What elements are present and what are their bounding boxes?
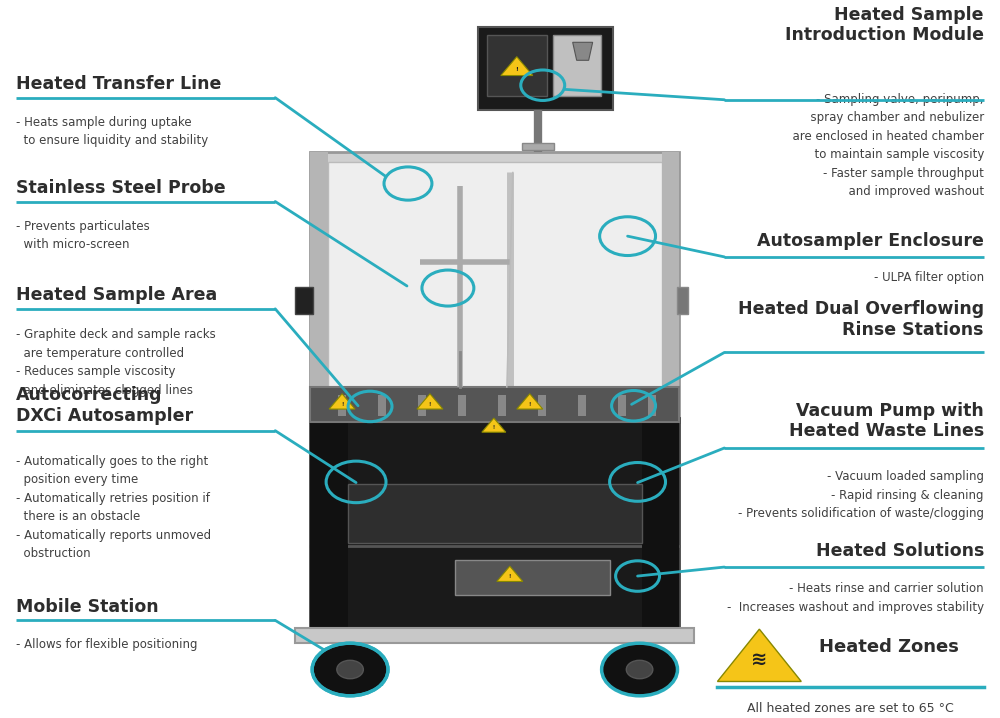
Text: - Sampling valve, peripump,
  spray chamber and nebulizer
  are enclosed in heat: - Sampling valve, peripump, spray chambe… — [785, 93, 984, 198]
Text: - ULPA filter option: - ULPA filter option — [874, 271, 984, 284]
Text: !: ! — [509, 574, 511, 579]
Text: Heated Dual Overflowing
Rinse Stations: Heated Dual Overflowing Rinse Stations — [738, 300, 984, 339]
Polygon shape — [482, 418, 506, 432]
FancyBboxPatch shape — [618, 396, 626, 416]
Circle shape — [337, 661, 363, 679]
FancyBboxPatch shape — [310, 387, 679, 421]
FancyBboxPatch shape — [662, 151, 679, 421]
FancyBboxPatch shape — [295, 286, 313, 314]
FancyBboxPatch shape — [522, 143, 554, 149]
Polygon shape — [573, 42, 593, 60]
Text: !: ! — [429, 401, 431, 406]
FancyBboxPatch shape — [642, 418, 679, 630]
Text: - Graphite deck and sample racks
  are temperature controlled
- Reduces sample v: - Graphite deck and sample racks are tem… — [16, 328, 215, 397]
Polygon shape — [417, 393, 443, 409]
Polygon shape — [501, 57, 533, 75]
FancyBboxPatch shape — [487, 35, 547, 96]
Text: Autosampler Enclosure: Autosampler Enclosure — [757, 232, 984, 250]
Text: - Heats sample during uptake
  to ensure liquidity and stability: - Heats sample during uptake to ensure l… — [16, 116, 208, 147]
Text: - Heats rinse and carrier solution
-  Increases washout and improves stability: - Heats rinse and carrier solution - Inc… — [727, 582, 984, 614]
FancyBboxPatch shape — [553, 35, 601, 96]
Text: Heated Zones: Heated Zones — [819, 638, 959, 656]
FancyBboxPatch shape — [310, 151, 679, 421]
FancyBboxPatch shape — [458, 396, 466, 416]
FancyBboxPatch shape — [310, 151, 328, 421]
Text: - Prevents particulates
  with micro-screen: - Prevents particulates with micro-scree… — [16, 220, 149, 251]
FancyBboxPatch shape — [310, 418, 679, 630]
FancyBboxPatch shape — [295, 628, 694, 643]
Text: !: ! — [341, 401, 343, 406]
Text: Heated Sample Area: Heated Sample Area — [16, 286, 217, 304]
Polygon shape — [329, 393, 355, 409]
Circle shape — [626, 661, 653, 679]
Text: All heated zones are set to 65 °C: All heated zones are set to 65 °C — [747, 702, 954, 715]
Text: Stainless Steel Probe: Stainless Steel Probe — [16, 179, 225, 197]
FancyBboxPatch shape — [418, 396, 426, 416]
Text: Heated Solutions: Heated Solutions — [816, 542, 984, 560]
Text: Mobile Station: Mobile Station — [16, 597, 158, 615]
FancyBboxPatch shape — [578, 396, 586, 416]
Text: Autocorrecting
DXCi Autosampler: Autocorrecting DXCi Autosampler — [16, 386, 193, 425]
FancyBboxPatch shape — [338, 396, 346, 416]
FancyBboxPatch shape — [677, 286, 688, 314]
FancyBboxPatch shape — [328, 162, 662, 391]
Text: - Vacuum loaded sampling
- Rapid rinsing & cleaning
- Prevents solidification of: - Vacuum loaded sampling - Rapid rinsing… — [738, 470, 984, 520]
Text: !: ! — [515, 67, 518, 72]
Text: Heated Sample
Introduction Module: Heated Sample Introduction Module — [785, 6, 984, 45]
Polygon shape — [717, 629, 801, 681]
FancyBboxPatch shape — [348, 484, 642, 543]
FancyBboxPatch shape — [378, 396, 386, 416]
Text: - Allows for flexible positioning: - Allows for flexible positioning — [16, 638, 197, 651]
Text: Vacuum Pump with
Heated Waste Lines: Vacuum Pump with Heated Waste Lines — [789, 401, 984, 440]
FancyBboxPatch shape — [478, 27, 613, 110]
Circle shape — [602, 643, 677, 696]
Circle shape — [312, 643, 388, 696]
Text: - Automatically goes to the right
  position every time
- Automatically retries : - Automatically goes to the right positi… — [16, 455, 211, 561]
Text: Heated Transfer Line: Heated Transfer Line — [16, 75, 221, 93]
Text: ≋: ≋ — [751, 650, 768, 668]
Polygon shape — [497, 567, 523, 582]
Polygon shape — [517, 393, 543, 409]
FancyBboxPatch shape — [538, 396, 546, 416]
FancyBboxPatch shape — [310, 418, 348, 630]
FancyBboxPatch shape — [648, 396, 656, 416]
Text: !: ! — [493, 425, 495, 430]
Text: !: ! — [529, 401, 531, 406]
FancyBboxPatch shape — [498, 396, 506, 416]
FancyBboxPatch shape — [455, 560, 610, 595]
